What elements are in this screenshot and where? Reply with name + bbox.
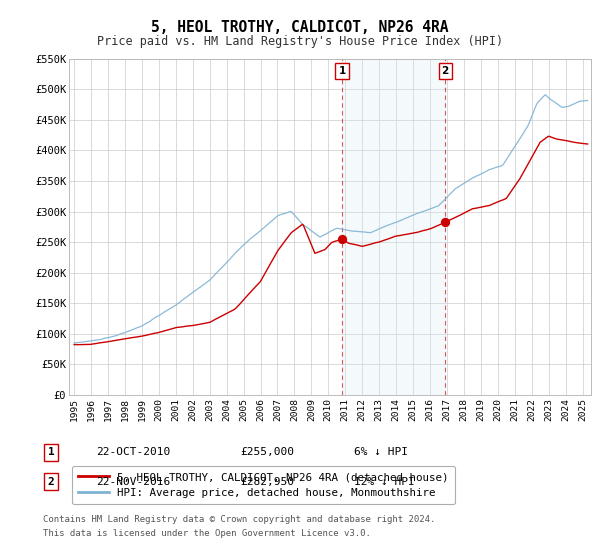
Point	[440, 217, 450, 226]
Text: 1: 1	[338, 66, 346, 76]
Text: 22-NOV-2016: 22-NOV-2016	[96, 477, 170, 487]
Text: £282,950: £282,950	[240, 477, 294, 487]
Text: 12% ↓ HPI: 12% ↓ HPI	[354, 477, 415, 487]
Text: 22-OCT-2010: 22-OCT-2010	[96, 447, 170, 458]
Text: 2: 2	[442, 66, 449, 76]
Text: 1: 1	[47, 447, 55, 458]
Text: Contains HM Land Registry data © Crown copyright and database right 2024.: Contains HM Land Registry data © Crown c…	[43, 515, 436, 524]
Text: 2: 2	[47, 477, 55, 487]
Bar	[342, 59, 445, 395]
Point	[337, 235, 347, 244]
Text: 5, HEOL TROTHY, CALDICOT, NP26 4RA: 5, HEOL TROTHY, CALDICOT, NP26 4RA	[151, 20, 449, 35]
Text: £255,000: £255,000	[240, 447, 294, 458]
Text: 6% ↓ HPI: 6% ↓ HPI	[354, 447, 408, 458]
Text: Price paid vs. HM Land Registry's House Price Index (HPI): Price paid vs. HM Land Registry's House …	[97, 35, 503, 48]
Text: This data is licensed under the Open Government Licence v3.0.: This data is licensed under the Open Gov…	[43, 529, 371, 538]
Legend: 5, HEOL TROTHY, CALDICOT, NP26 4RA (detached house), HPI: Average price, detache: 5, HEOL TROTHY, CALDICOT, NP26 4RA (deta…	[72, 466, 455, 504]
